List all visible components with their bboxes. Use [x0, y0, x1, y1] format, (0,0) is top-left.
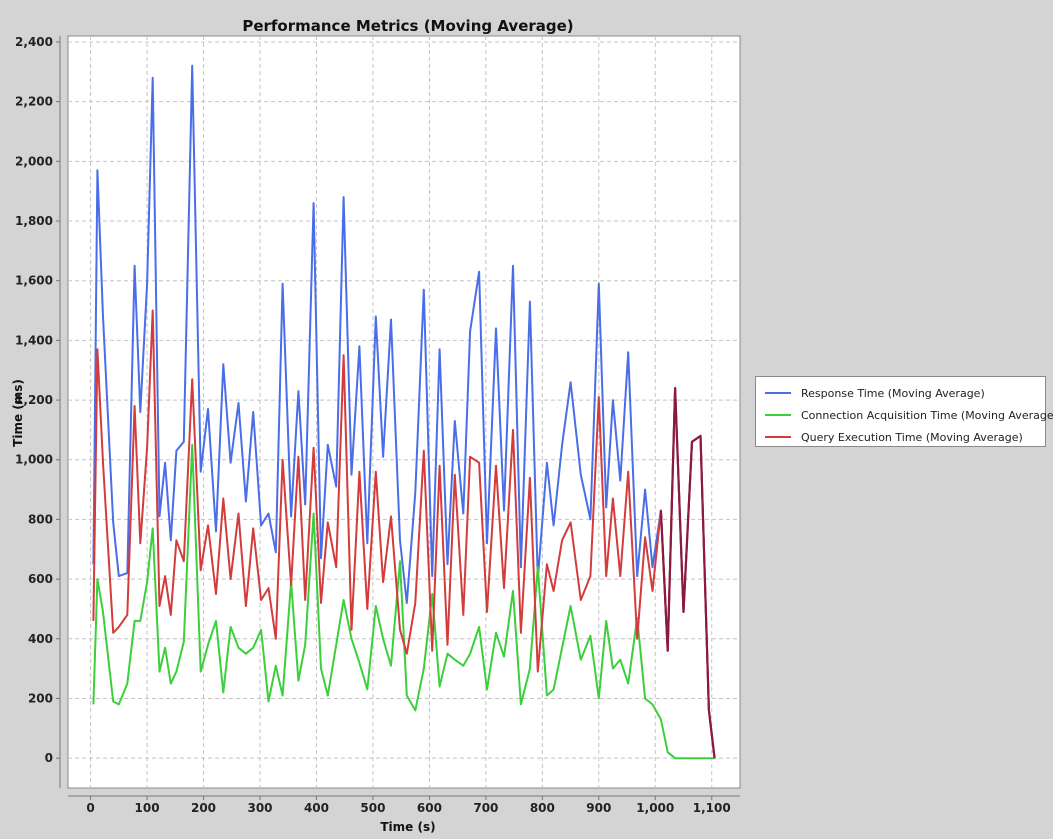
- legend-label: Response Time (Moving Average): [801, 386, 985, 400]
- x-tick-label: 0: [86, 801, 94, 815]
- y-tick-label: 1,400: [15, 333, 53, 347]
- legend-item-response-time: Response Time (Moving Average): [765, 382, 1037, 404]
- legend-item-query-execution-time: Query Execution Time (Moving Average): [765, 426, 1037, 448]
- y-tick-label: 1,800: [15, 214, 53, 228]
- x-tick-label: 900: [586, 801, 611, 815]
- series-line-2: [92, 309, 716, 759]
- x-tick-label: 400: [304, 801, 329, 815]
- y-tick-label: 2,000: [15, 154, 53, 168]
- y-tick-label: 600: [28, 572, 53, 586]
- y-tick-label: 1,600: [15, 274, 53, 288]
- legend-label: Query Execution Time (Moving Average): [801, 430, 1023, 444]
- x-tick-label: 1,100: [693, 801, 731, 815]
- x-tick-label: 100: [135, 801, 160, 815]
- series-line-overlap: [659, 387, 716, 759]
- series-line-0: [92, 64, 716, 759]
- legend: Response Time (Moving Average) Connectio…: [755, 376, 1053, 448]
- legend-item-connection-acquisition-time: Connection Acquisition Time (Moving Aver…: [765, 404, 1053, 426]
- y-tick-label: 200: [28, 691, 53, 705]
- x-tick-label: 700: [473, 801, 498, 815]
- y-tick-label: 2,400: [15, 35, 53, 49]
- y-tick-label: 0: [45, 751, 53, 765]
- axes: 0 200 400 600 800 1,000 1,200 1,400 1,600 1,800 2,…: [15, 35, 740, 815]
- y-tick-label: 1,200: [15, 393, 53, 407]
- x-tick-label: 300: [247, 801, 272, 815]
- chart-title: Performance Metrics (Moving Average): [242, 17, 573, 35]
- y-tick-label: 800: [28, 512, 53, 526]
- y-tick-label: 400: [28, 632, 53, 646]
- x-tick-label: 500: [360, 801, 385, 815]
- legend-label: Connection Acquisition Time (Moving Aver…: [801, 408, 1053, 422]
- y-tick-label: 2,200: [15, 95, 53, 109]
- y-tick-label: 1,000: [15, 453, 53, 467]
- legend-swatch: [765, 414, 791, 416]
- legend-swatch: [765, 392, 791, 394]
- x-tick-label: 1,000: [636, 801, 674, 815]
- x-tick-label: 200: [191, 801, 216, 815]
- series-lines: [92, 64, 716, 760]
- x-axis-label: Time (s): [380, 820, 435, 834]
- x-tick-label: 600: [417, 801, 442, 815]
- legend-swatch: [765, 436, 791, 438]
- series-line-1: [92, 443, 715, 760]
- x-tick-label: 800: [530, 801, 555, 815]
- y-axis-label: Time (ms): [11, 379, 25, 447]
